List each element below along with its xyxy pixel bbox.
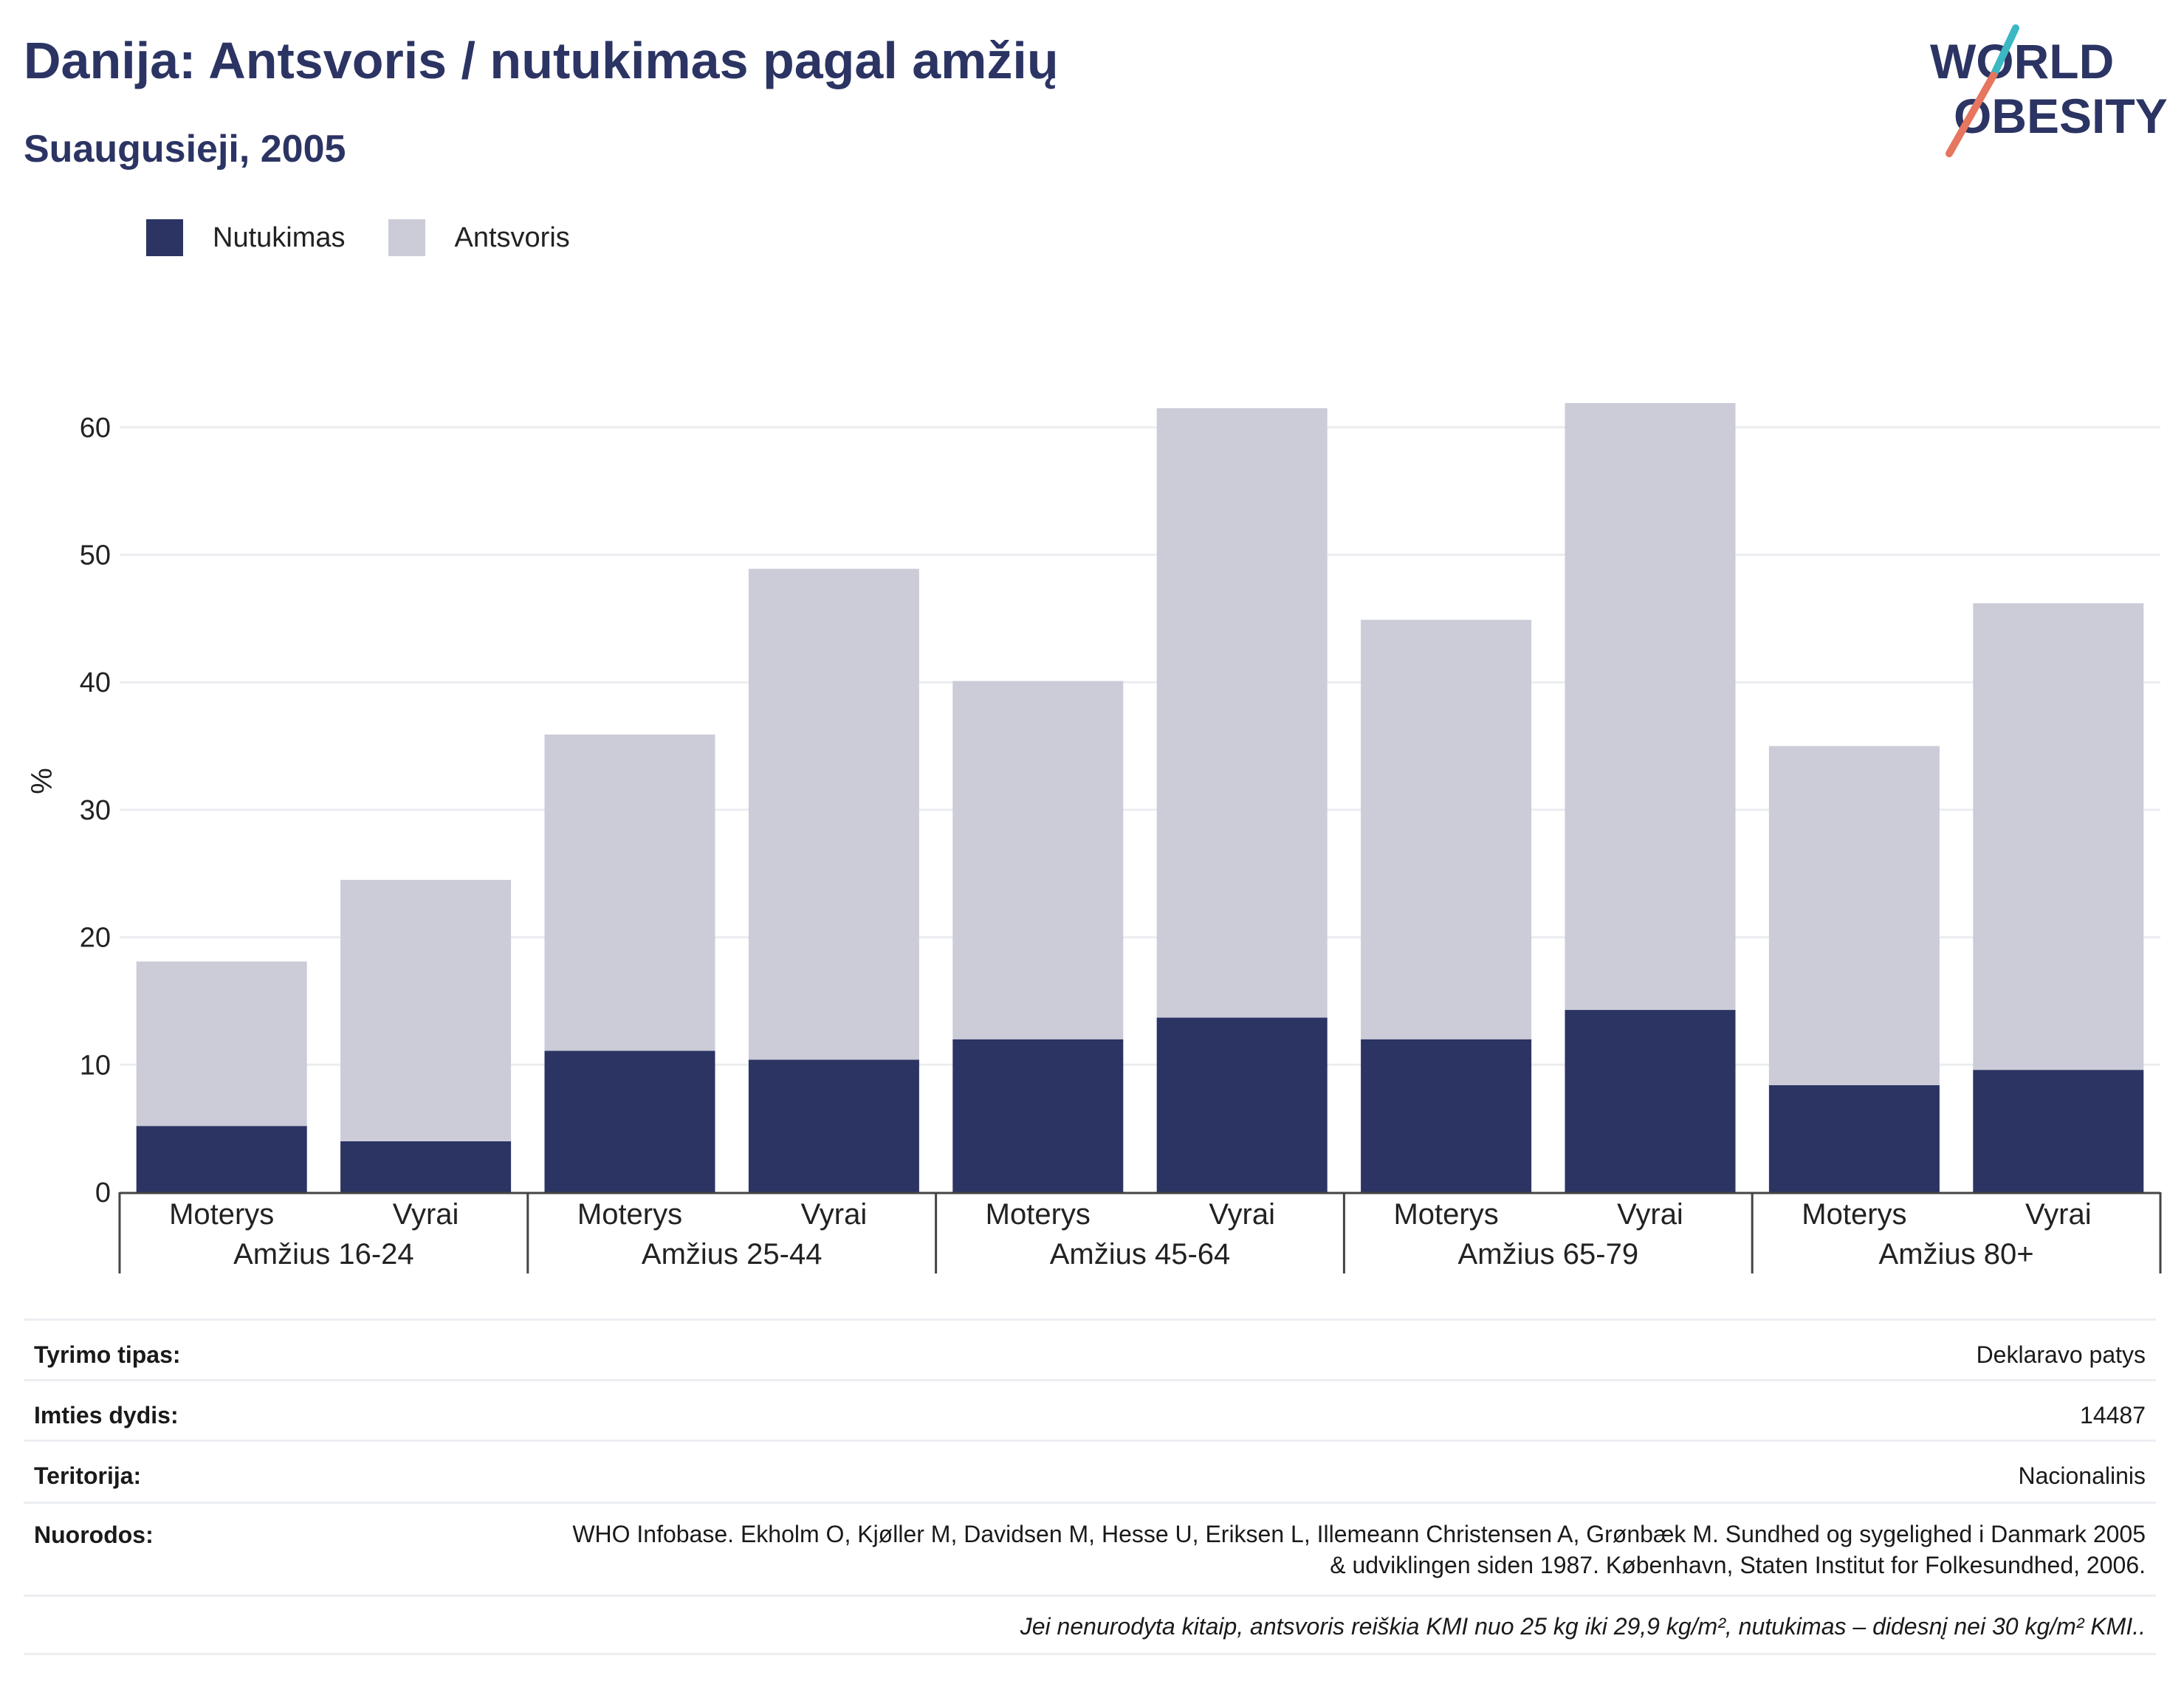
x-tick-label: Moterys xyxy=(169,1198,274,1231)
bar-obesity xyxy=(952,1039,1124,1192)
info-value: WHO Infobase. Ekholm O, Kjøller M, David… xyxy=(572,1521,2146,1578)
x-tick-label: Vyrai xyxy=(393,1198,459,1231)
x-tick-label: Vyrai xyxy=(1617,1198,1683,1231)
bar-obesity xyxy=(544,1051,715,1192)
legend-item-overweight[interactable]: Antsvoris xyxy=(388,219,570,256)
info-row-territory: Teritorija: Nacionalinis xyxy=(24,1440,2156,1502)
bar-overweight xyxy=(1768,746,1940,1085)
bar-obesity xyxy=(748,1059,919,1192)
logo-coral-stroke xyxy=(1946,72,1997,157)
bar-overweight xyxy=(748,568,919,1060)
stacked-bar-chart: 0 10 20 30 40 50 60% Moterys Vyrai Moterys Vyrai Mo… xyxy=(26,402,2162,1273)
logo-line1: WORLD xyxy=(1930,34,2114,89)
bar-overweight xyxy=(1565,402,1736,1011)
legend-swatch-obesity xyxy=(146,219,183,256)
x-tick-label: Vyrai xyxy=(1209,1198,1275,1231)
y-tick-label: 40 xyxy=(80,667,111,698)
y-tick-label: 30 xyxy=(80,795,111,826)
x-group-label: Amžius 16-24 xyxy=(233,1238,414,1271)
bar-overweight xyxy=(1156,408,1328,1018)
bar-obesity xyxy=(1565,1010,1736,1192)
bar-overweight xyxy=(952,681,1124,1039)
info-label: Nuorodos: xyxy=(34,1522,154,1548)
x-tick-label: Moterys xyxy=(577,1198,682,1231)
x-tick-label: Vyrai xyxy=(801,1198,868,1231)
bar-obesity xyxy=(1156,1017,1328,1192)
bar-obesity xyxy=(136,1126,307,1192)
world-obesity-logo: WORLD OBESITY xyxy=(1930,24,2168,157)
page-subtitle: Suaugusieji, 2005 xyxy=(24,128,346,171)
y-tick-label: 60 xyxy=(80,413,111,444)
legend-label-overweight: Antsvoris xyxy=(454,221,570,253)
legend-item-obesity[interactable]: Nutukimas xyxy=(146,219,346,256)
logo-line2: OBESITY xyxy=(1954,89,2168,143)
x-group-label: Amžius 80+ xyxy=(1879,1238,2034,1271)
definition-note: Jei nenurodyta kitaip, antsvoris reiškia… xyxy=(24,1595,2156,1655)
bar-overweight xyxy=(1361,619,1532,1039)
y-tick-label: 50 xyxy=(80,540,111,571)
x-tick-label: Moterys xyxy=(1802,1198,1906,1231)
chart-legend: Nutukimas Antsvoris xyxy=(146,219,613,257)
x-tick-label: Vyrai xyxy=(2025,1198,2092,1231)
info-table: Tyrimo tipas: Deklaravo patys Imties dyd… xyxy=(24,1318,2156,1655)
x-tick-label: Moterys xyxy=(986,1198,1091,1231)
logo-teal-stroke xyxy=(1990,24,2019,79)
info-label: Imties dydis: xyxy=(34,1402,179,1428)
y-axis-label: % xyxy=(26,768,58,794)
info-label: Teritorija: xyxy=(34,1462,142,1489)
x-group-label: Amžius 25-44 xyxy=(642,1238,823,1271)
x-group-label: Amžius 65-79 xyxy=(1458,1238,1639,1271)
y-tick-label: 20 xyxy=(80,923,111,954)
info-value: 14487 xyxy=(2080,1402,2146,1428)
y-tick-label: 0 xyxy=(95,1177,111,1208)
bar-overweight xyxy=(1973,603,2144,1070)
bar-overweight xyxy=(136,961,307,1127)
x-group-label: Amžius 45-64 xyxy=(1050,1238,1231,1271)
info-value: Deklaravo patys xyxy=(1976,1341,2146,1368)
info-label: Tyrimo tipas: xyxy=(34,1341,181,1368)
bar-obesity xyxy=(1973,1070,2144,1192)
bar-obesity xyxy=(1361,1039,1532,1192)
page-title: Danija: Antsvoris / nutukimas pagal amži… xyxy=(24,32,1059,89)
legend-swatch-overweight xyxy=(388,219,425,256)
bar-obesity xyxy=(1768,1084,1940,1192)
info-value: Nacionalinis xyxy=(2018,1462,2146,1489)
info-row-references: Nuorodos: WHO Infobase. Ekholm O, Kjølle… xyxy=(24,1502,2156,1595)
legend-label-obesity: Nutukimas xyxy=(213,221,346,253)
info-row-survey-type: Tyrimo tipas: Deklaravo patys xyxy=(24,1318,2156,1379)
x-tick-label: Moterys xyxy=(1393,1198,1498,1231)
bar-overweight xyxy=(340,879,512,1141)
bar-obesity xyxy=(340,1141,512,1192)
bar-overweight xyxy=(544,735,715,1051)
info-row-sample-size: Imties dydis: 14487 xyxy=(24,1379,2156,1440)
y-tick-label: 10 xyxy=(80,1050,111,1081)
